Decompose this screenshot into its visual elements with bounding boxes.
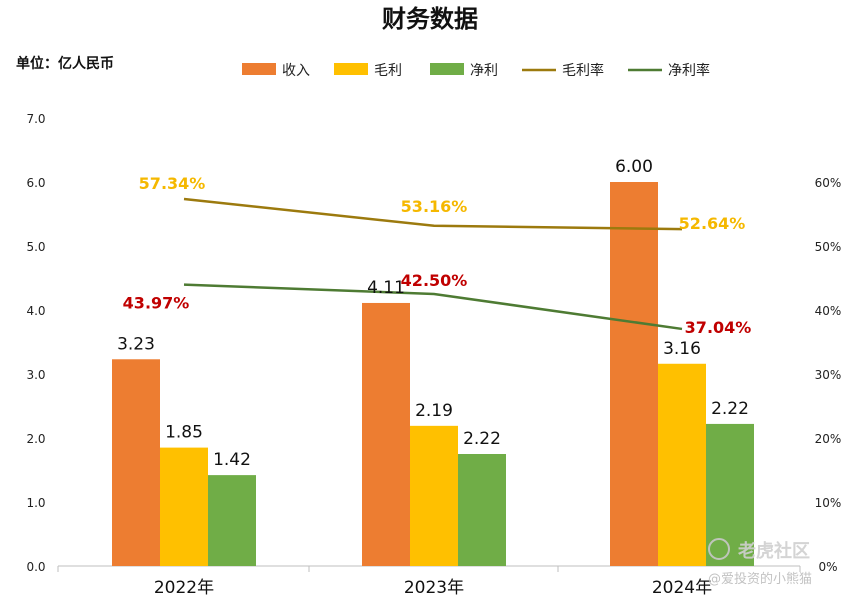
bar-data-label: 1.85 — [165, 423, 203, 443]
y-right-tick-label: 50% — [815, 240, 842, 254]
y-right-tick-label: 10% — [815, 496, 842, 510]
x-tick-label: 2023年 — [404, 578, 464, 598]
bar-data-label: 2.22 — [711, 399, 749, 419]
y-left-tick-label: 4.0 — [26, 304, 45, 318]
legend-label: 收入 — [282, 63, 310, 79]
line-data-label: 42.50% — [401, 271, 468, 290]
line-净利率 — [183, 283, 683, 331]
legend-label: 毛利 — [374, 63, 402, 79]
y-left-tick-label: 6.0 — [26, 176, 45, 190]
y-left-tick-label: 0.0 — [26, 560, 45, 574]
bar-毛利 — [160, 447, 208, 566]
line-data-label: 52.64% — [679, 214, 746, 233]
legend-label: 毛利率 — [562, 62, 604, 79]
x-tick-label: 2024年 — [652, 578, 712, 598]
y-left-tick-label: 1.0 — [26, 496, 45, 510]
x-tick-label: 2022年 — [154, 578, 214, 598]
bar-data-label: 3.23 — [117, 334, 155, 354]
y-right-tick-label: 60% — [815, 176, 842, 190]
y-left-tick-label: 7.0 — [26, 112, 45, 126]
bar-data-label: 4.11 — [367, 278, 405, 298]
line-data-label: 53.16% — [401, 197, 468, 216]
watermark: 老虎社区 @爱投资的小熊猫 — [708, 538, 812, 587]
line-series — [183, 197, 683, 331]
legend-swatch-收入 — [242, 63, 276, 75]
line-毛利率 — [183, 197, 683, 231]
line-data-label: 43.97% — [123, 294, 190, 313]
bar-净利 — [458, 454, 506, 566]
watermark-logo-icon — [708, 538, 730, 560]
bar-净利 — [706, 423, 754, 566]
bar-data-label: 1.42 — [213, 450, 251, 470]
bar-毛利 — [410, 425, 458, 566]
legend-label: 净利 — [470, 63, 498, 79]
bar-data-label: 3.16 — [663, 339, 701, 359]
y-right-tick-label: 20% — [815, 432, 842, 446]
legend-swatch-净利 — [430, 63, 464, 75]
bar-收入 — [362, 302, 410, 566]
bar-收入 — [610, 182, 658, 566]
legend-label: 净利率 — [668, 62, 710, 79]
axes: 0.0 1.0 2.0 3.0 4.0 5.0 6.0 7.0 0% 10% 20% 30% 40% 50… — [26, 112, 841, 598]
y-left-tick-label: 5.0 — [26, 240, 45, 254]
bar-净利 — [208, 475, 256, 566]
y-left-tick-label: 2.0 — [26, 432, 45, 446]
chart-title: 财务数据 — [382, 5, 478, 33]
legend: 收入 毛利 净利 毛利率 净利率 — [242, 62, 710, 79]
y-left-tick-label: 3.0 — [26, 368, 45, 382]
line-data-label: 37.04% — [685, 318, 752, 337]
bar-收入 — [112, 359, 160, 566]
y-right-tick-label: 40% — [815, 304, 842, 318]
bar-data-label: 2.22 — [463, 429, 501, 449]
bar-data-label: 2.19 — [415, 401, 453, 421]
watermark-brand: 老虎社区 — [738, 540, 810, 562]
y-right-tick-label: 30% — [815, 368, 842, 382]
bar-毛利 — [658, 363, 706, 566]
y-right-tick-label: 0% — [818, 560, 837, 574]
bar-data-label: 6.00 — [615, 157, 653, 177]
bar-series — [112, 182, 754, 566]
watermark-handle: @爱投资的小熊猫 — [708, 571, 812, 587]
unit-label: 单位：亿人民币 — [16, 55, 114, 72]
line-data-label: 57.34% — [139, 174, 206, 193]
data-labels: 3.23 4.11 6.00 1.85 2.19 3.16 1.42 2.22 2.22 57.3… — [117, 157, 751, 470]
legend-swatch-毛利 — [334, 63, 368, 75]
